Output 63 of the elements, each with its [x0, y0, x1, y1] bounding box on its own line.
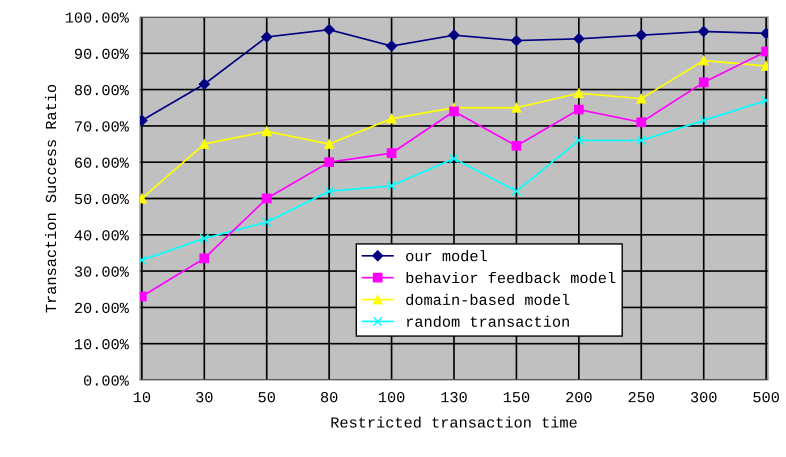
point — [512, 102, 522, 113]
point — [198, 78, 210, 90]
point — [698, 26, 710, 38]
point — [386, 114, 396, 124]
point — [324, 139, 334, 149]
x-axis-title: Restricted transaction time — [331, 416, 577, 428]
x-tick-label: 250 — [628, 392, 654, 402]
point — [449, 154, 459, 164]
point — [449, 106, 459, 116]
y-tick-label: 80.00% — [74, 84, 129, 96]
point — [698, 116, 709, 126]
legend-label: our model — [406, 250, 487, 262]
point — [698, 77, 709, 88]
point — [262, 194, 272, 204]
y-tick-label: 100.00% — [66, 12, 129, 23]
point — [324, 24, 335, 36]
y-axis-title: Transaction Success Ratio — [44, 84, 56, 313]
y-tick-label: 60.00% — [75, 158, 129, 168]
y-tick-label: 90.00% — [74, 48, 129, 59]
y-tick-label: 0.00% — [84, 375, 129, 386]
point — [386, 40, 398, 52]
y-tick-label: 70.00% — [75, 121, 129, 132]
point — [510, 34, 522, 46]
y-tick-label: 40.00% — [74, 230, 129, 240]
point — [636, 94, 646, 104]
x-tick-label: 50 — [258, 392, 275, 402]
point — [636, 117, 646, 128]
point — [386, 148, 396, 158]
x-tick-label: 100 — [378, 392, 404, 402]
x-tick-label: 30 — [196, 392, 213, 402]
point — [324, 186, 334, 196]
point — [574, 104, 584, 114]
point — [261, 31, 272, 43]
point — [698, 56, 709, 66]
legend-label: random transaction — [407, 316, 569, 327]
legend-label: domain-based model — [406, 294, 570, 306]
x-tick-label: 10 — [134, 392, 150, 402]
point — [636, 30, 647, 41]
point — [574, 136, 584, 146]
point — [636, 136, 646, 146]
x-tick-label: 200 — [566, 392, 592, 402]
point — [574, 88, 584, 98]
y-tick-label: 30.00% — [74, 266, 129, 277]
point — [199, 254, 210, 264]
point — [386, 180, 396, 191]
point — [324, 157, 334, 168]
x-tick-label: 500 — [753, 392, 779, 402]
point — [262, 217, 272, 227]
point — [448, 30, 460, 41]
point — [199, 234, 210, 244]
point — [512, 141, 522, 151]
y-tick-label: 10.00% — [74, 339, 129, 350]
x-tick-label: 80 — [320, 392, 338, 402]
point — [262, 126, 272, 136]
y-tick-label: 20.00% — [74, 302, 129, 314]
legend-label: behavior feedback model — [406, 272, 616, 284]
x-tick-label: 150 — [504, 392, 530, 402]
x-tick-label: 130 — [441, 392, 467, 402]
point — [512, 186, 522, 196]
x-tick-label: 300 — [690, 392, 717, 402]
point — [199, 139, 210, 149]
point — [573, 33, 584, 44]
y-tick-label: 50.00% — [74, 194, 129, 204]
